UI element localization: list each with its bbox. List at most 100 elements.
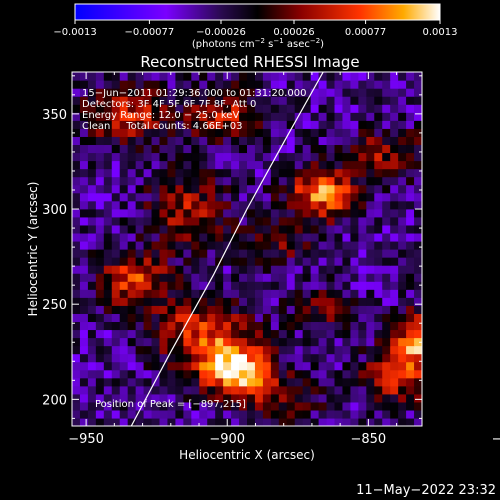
heatmap-cell (143, 281, 153, 290)
heatmap-cell (414, 120, 422, 129)
heatmap-cell (350, 297, 359, 306)
heatmap-cell (223, 289, 232, 298)
heatmap-cell (326, 361, 336, 371)
heatmap-cell (247, 273, 256, 282)
heatmap-cell (207, 353, 216, 363)
heatmap-cell (215, 345, 224, 355)
heatmap-cell (302, 128, 312, 137)
heatmap-cell (151, 353, 161, 363)
heatmap-cell (103, 393, 113, 403)
heatmap-cell (135, 393, 145, 403)
heatmap-cell (95, 401, 105, 411)
heatmap-cell (239, 337, 248, 347)
heatmap-cell (247, 104, 256, 113)
heatmap-cell (286, 305, 296, 314)
heatmap-cell (398, 393, 407, 403)
heatmap-cell (294, 361, 304, 371)
heatmap-cell (199, 273, 208, 282)
heatmap-cell (127, 208, 137, 218)
heatmap-cell (239, 168, 248, 178)
heatmap-cell (294, 409, 304, 419)
heatmap-cell (111, 289, 121, 298)
heatmap-cell (191, 337, 200, 347)
heatmap-cell (414, 216, 422, 226)
heatmap-cell (207, 200, 216, 210)
heatmap-cell (151, 80, 161, 89)
heatmap-cell (87, 80, 97, 89)
heatmap-cell (358, 88, 367, 97)
heatmap-cell (406, 104, 415, 113)
heatmap-cell (398, 112, 407, 121)
heatmap-cell (239, 224, 248, 234)
heatmap-cell (318, 144, 328, 154)
heatmap-cell (175, 265, 184, 274)
heatmap-cell (366, 329, 375, 339)
heatmap-cell (254, 112, 264, 121)
heatmap-cell (207, 401, 216, 411)
heatmap-cell (406, 321, 415, 331)
heatmap-cell (143, 168, 153, 178)
heatmap-cell (191, 393, 200, 403)
heatmap-cell (342, 240, 351, 250)
heatmap-cell (310, 369, 320, 379)
heatmap-cell (374, 361, 383, 371)
heatmap-cell (87, 409, 97, 419)
heatmap-cell (119, 224, 129, 234)
heatmap-cell (254, 321, 264, 331)
heatmap-cell (382, 257, 391, 266)
heatmap-cell (199, 128, 208, 137)
heatmap-cell (278, 385, 288, 395)
heatmap-cell (87, 128, 97, 137)
heatmap-cell (119, 200, 129, 210)
heatmap-cell (270, 321, 280, 331)
heatmap-cell (366, 136, 375, 146)
heatmap-cell (103, 257, 113, 266)
heatmap-cell (87, 72, 97, 81)
heatmap-cell (342, 192, 351, 202)
heatmap-cell (79, 192, 89, 202)
heatmap-cell (318, 160, 328, 170)
heatmap-cell (143, 240, 153, 250)
heatmap-cell (127, 144, 137, 154)
heatmap-cell (191, 88, 200, 97)
heatmap-cell (390, 136, 399, 146)
heatmap-cell (159, 297, 169, 306)
heatmap-cell (183, 232, 192, 242)
heatmap-cell (111, 401, 121, 411)
heatmap-cell (270, 160, 280, 170)
heatmap-cell (239, 417, 248, 426)
heatmap-cell (111, 96, 121, 105)
heatmap-cell (191, 329, 200, 339)
heatmap-cell (302, 88, 312, 97)
heatmap-cell (127, 88, 137, 97)
heatmap-cell (414, 176, 422, 186)
heatmap-cell (175, 152, 184, 162)
heatmap-cell (334, 273, 344, 282)
heatmap-cell (366, 224, 375, 234)
heatmap-cell (79, 321, 89, 331)
heatmap-cell (342, 96, 351, 105)
heatmap-cell (143, 417, 153, 426)
heatmap-cell (398, 216, 407, 226)
heatmap-cell (294, 96, 304, 105)
heatmap-cell (278, 393, 288, 403)
heatmap-cell (111, 385, 121, 395)
heatmap-cell (199, 409, 208, 419)
heatmap-cell (199, 232, 208, 242)
heatmap-cell (143, 257, 153, 266)
heatmap-cell (151, 313, 161, 323)
heatmap-cell (374, 160, 383, 170)
heatmap-cell (247, 313, 256, 323)
heatmap-cell (350, 321, 359, 331)
heatmap-cell (398, 152, 407, 162)
heatmap-cell (223, 353, 232, 363)
heatmap-cell (111, 168, 121, 178)
heatmap-cell (382, 289, 391, 298)
heatmap-cell (414, 96, 422, 105)
heatmap-cell (95, 257, 105, 266)
heatmap-cell (95, 313, 105, 323)
heatmap-cell (87, 152, 97, 162)
heatmap-cell (350, 353, 359, 363)
heatmap-cell (262, 144, 272, 154)
heatmap-cell (199, 321, 208, 331)
